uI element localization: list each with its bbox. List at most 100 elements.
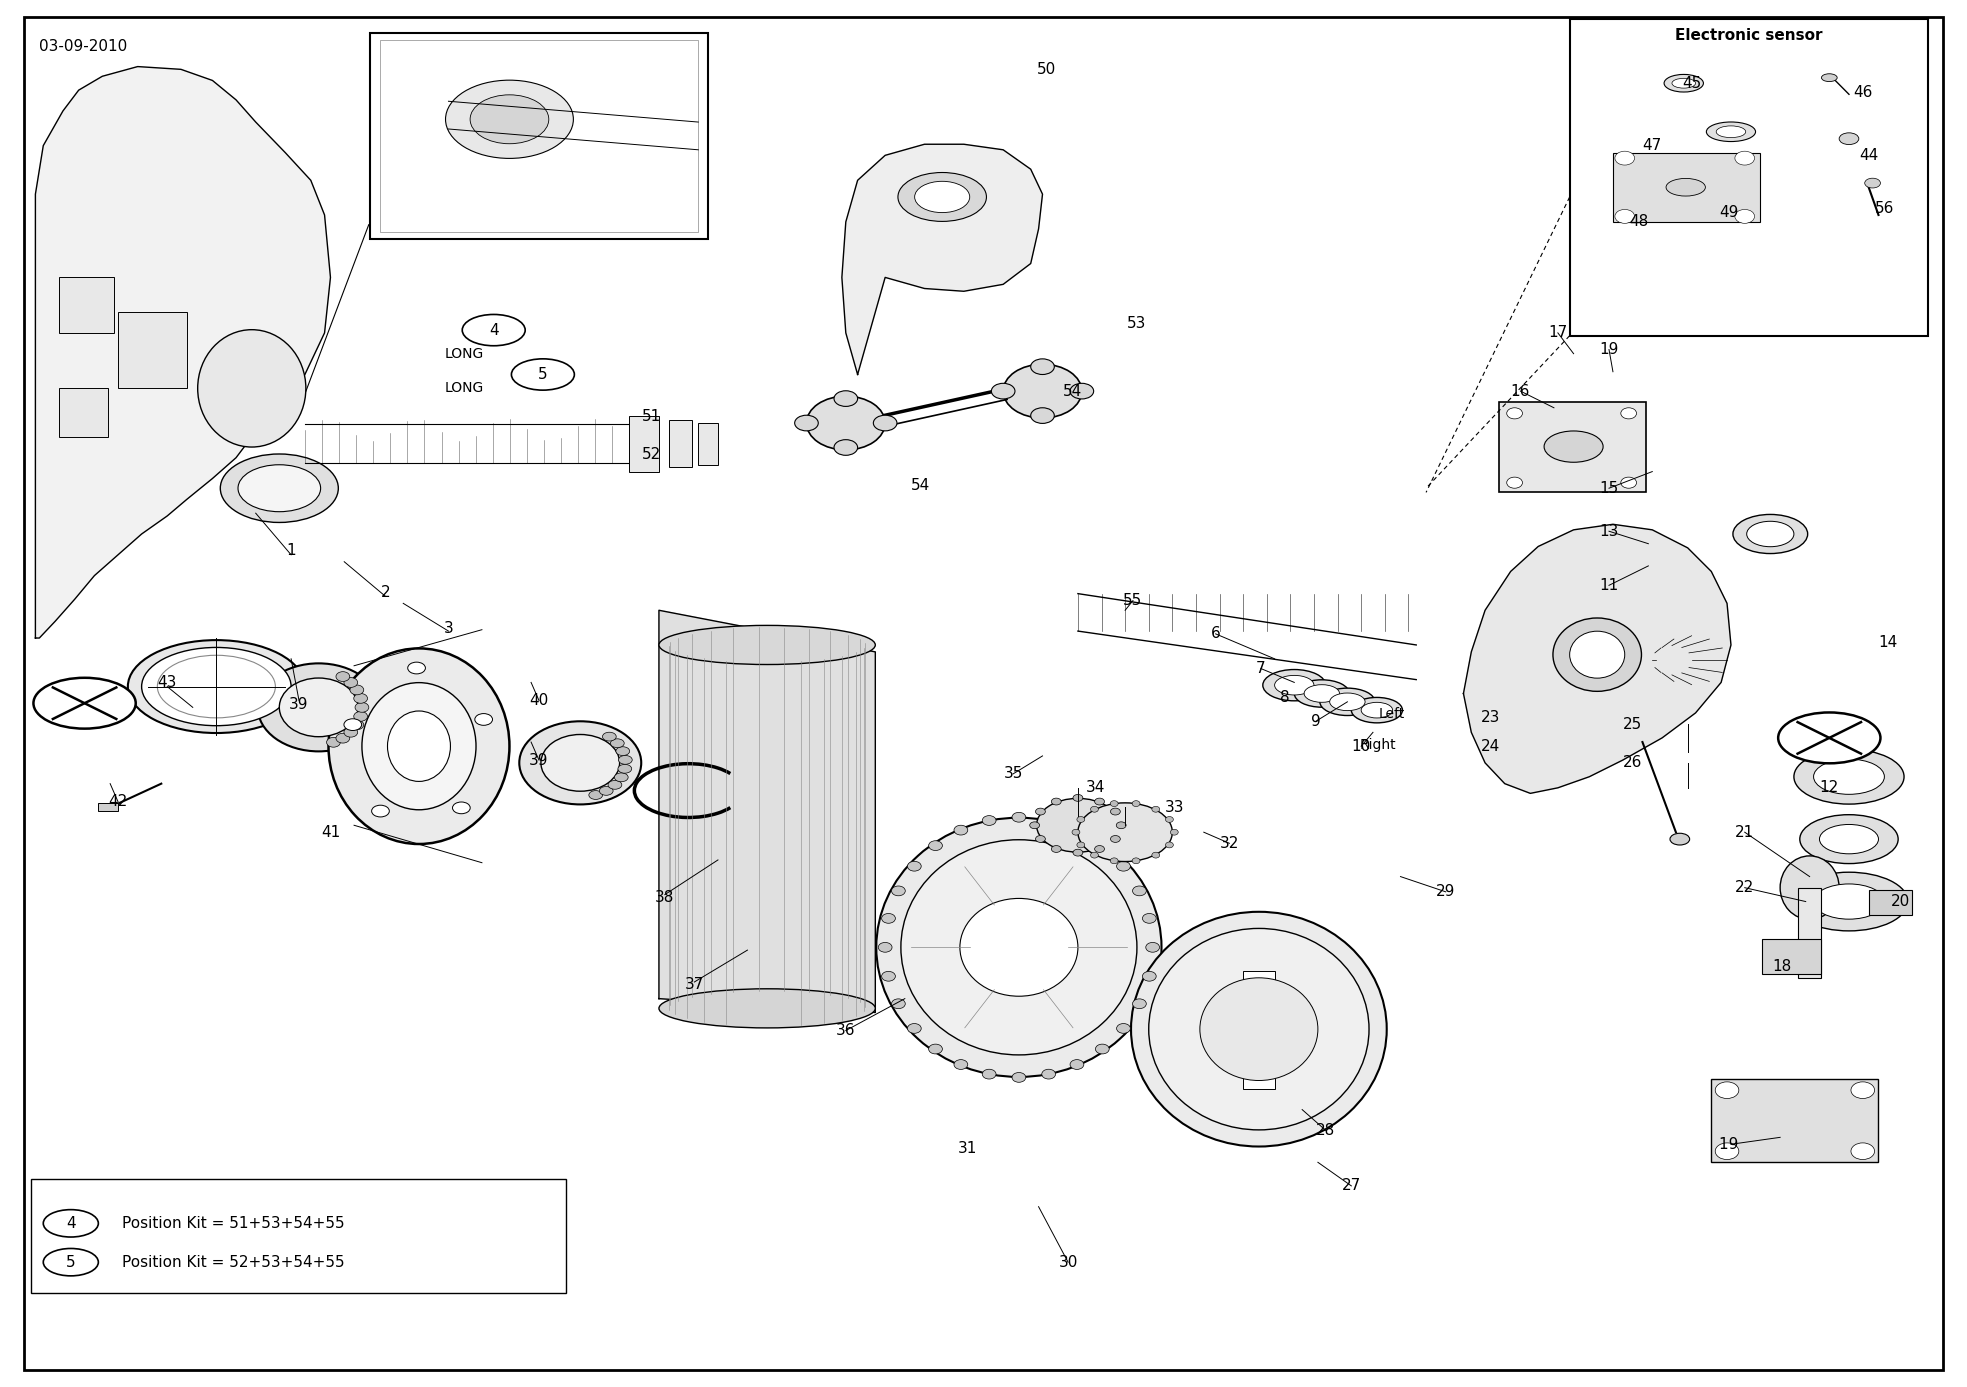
Text: 32: 32: [1220, 836, 1239, 850]
Text: 12: 12: [1819, 781, 1839, 795]
Ellipse shape: [602, 732, 616, 741]
Text: 18: 18: [1772, 960, 1792, 974]
Ellipse shape: [1554, 619, 1640, 691]
Ellipse shape: [1819, 824, 1878, 854]
Ellipse shape: [1672, 78, 1696, 89]
Ellipse shape: [618, 756, 631, 764]
Text: 35: 35: [1003, 767, 1023, 781]
Text: Right: Right: [1359, 738, 1397, 752]
Ellipse shape: [1294, 680, 1349, 707]
Text: 2: 2: [382, 585, 389, 599]
Ellipse shape: [1050, 798, 1062, 804]
Text: Left: Left: [1379, 707, 1404, 721]
Ellipse shape: [199, 330, 307, 447]
Ellipse shape: [238, 465, 321, 512]
Ellipse shape: [1149, 928, 1369, 1130]
Ellipse shape: [1664, 75, 1703, 92]
Ellipse shape: [1275, 675, 1314, 695]
Ellipse shape: [1330, 694, 1365, 710]
Text: 28: 28: [1316, 1123, 1336, 1137]
Text: 13: 13: [1599, 524, 1619, 538]
Ellipse shape: [1153, 852, 1161, 859]
Ellipse shape: [474, 713, 492, 725]
Ellipse shape: [1109, 800, 1117, 806]
Ellipse shape: [1031, 408, 1054, 423]
Circle shape: [1507, 408, 1522, 419]
Ellipse shape: [344, 727, 358, 736]
Ellipse shape: [344, 718, 362, 731]
Ellipse shape: [1043, 1069, 1056, 1079]
Text: 29: 29: [1436, 885, 1456, 899]
Ellipse shape: [1143, 971, 1157, 981]
Ellipse shape: [1361, 702, 1393, 718]
Ellipse shape: [387, 712, 450, 781]
Text: 30: 30: [1058, 1255, 1078, 1269]
Bar: [629, 416, 659, 472]
Ellipse shape: [1094, 798, 1105, 804]
Text: 33: 33: [1164, 800, 1184, 814]
Text: 1: 1: [287, 544, 295, 558]
Text: 19: 19: [1719, 1137, 1743, 1151]
Polygon shape: [659, 610, 875, 1013]
Ellipse shape: [907, 861, 921, 871]
Ellipse shape: [1133, 859, 1141, 864]
Polygon shape: [842, 144, 1043, 374]
Bar: [1762, 939, 1821, 974]
Ellipse shape: [991, 383, 1015, 399]
Ellipse shape: [618, 764, 631, 773]
Text: 16: 16: [1511, 384, 1530, 398]
Ellipse shape: [1794, 749, 1904, 804]
Ellipse shape: [616, 746, 629, 756]
Text: 54: 54: [911, 479, 930, 492]
Ellipse shape: [1115, 822, 1125, 828]
Ellipse shape: [1133, 800, 1141, 806]
Ellipse shape: [452, 802, 470, 814]
Ellipse shape: [907, 1024, 921, 1033]
Ellipse shape: [834, 391, 858, 406]
Polygon shape: [1463, 524, 1731, 793]
Text: 23: 23: [1481, 710, 1501, 724]
Text: 42: 42: [108, 795, 128, 809]
Ellipse shape: [614, 773, 627, 782]
Ellipse shape: [1131, 911, 1387, 1147]
Ellipse shape: [954, 1060, 968, 1069]
Ellipse shape: [1680, 193, 1703, 209]
Ellipse shape: [1031, 822, 1039, 828]
Text: 26: 26: [1623, 756, 1642, 770]
Text: Position Kit = 51+53+54+55: Position Kit = 51+53+54+55: [122, 1216, 344, 1230]
Ellipse shape: [891, 886, 905, 896]
Ellipse shape: [659, 626, 875, 664]
Text: 5: 5: [539, 368, 547, 381]
Ellipse shape: [1133, 886, 1147, 896]
Text: 17: 17: [1548, 326, 1568, 340]
Ellipse shape: [1096, 1044, 1109, 1054]
Bar: [31, 1179, 566, 1293]
Circle shape: [1715, 1143, 1739, 1160]
Text: 03-09-2010: 03-09-2010: [39, 39, 128, 54]
Text: Position Kit = 52+53+54+55: Position Kit = 52+53+54+55: [122, 1255, 344, 1269]
Bar: [1711, 1079, 1878, 1162]
Ellipse shape: [1800, 814, 1898, 864]
Circle shape: [1621, 477, 1637, 488]
Ellipse shape: [1666, 179, 1705, 196]
Ellipse shape: [1011, 1072, 1027, 1082]
Text: 8: 8: [1281, 691, 1288, 705]
Ellipse shape: [1733, 515, 1808, 553]
Ellipse shape: [982, 1069, 995, 1079]
Ellipse shape: [1003, 365, 1082, 417]
Bar: [1499, 402, 1646, 492]
Ellipse shape: [336, 734, 350, 743]
Ellipse shape: [834, 440, 858, 455]
Bar: [380, 40, 698, 232]
Ellipse shape: [1351, 698, 1402, 723]
Ellipse shape: [1821, 74, 1837, 82]
Ellipse shape: [1153, 806, 1161, 813]
Ellipse shape: [511, 359, 574, 390]
Text: 10: 10: [1351, 739, 1371, 753]
Text: 39: 39: [529, 753, 549, 767]
Ellipse shape: [928, 1044, 942, 1054]
Ellipse shape: [1070, 825, 1084, 835]
Ellipse shape: [1070, 1060, 1084, 1069]
Text: 52: 52: [641, 448, 661, 462]
Ellipse shape: [1031, 359, 1054, 374]
